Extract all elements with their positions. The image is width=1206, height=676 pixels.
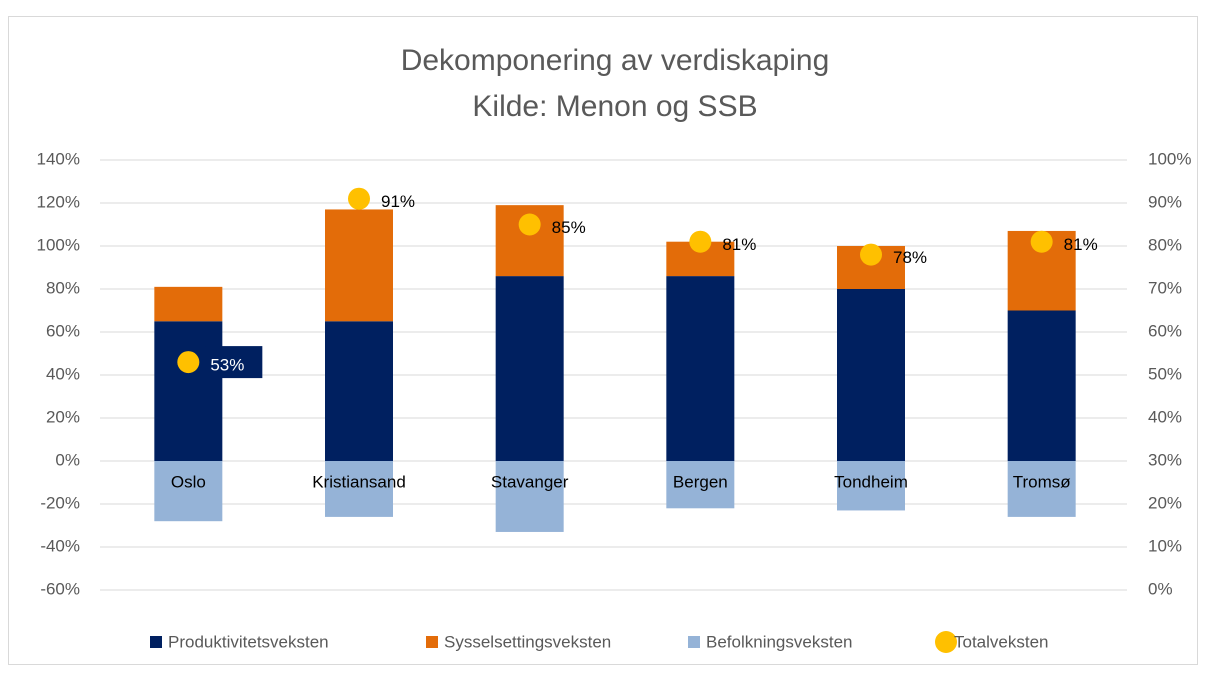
- bar-segment: [666, 276, 735, 461]
- y2-tick-label: 100%: [1148, 149, 1191, 168]
- data-label: 91%: [381, 192, 415, 211]
- legend-label: Befolkningsveksten: [706, 632, 852, 651]
- y2-tick-label: 20%: [1148, 493, 1182, 512]
- y2-tick-label: 30%: [1148, 450, 1182, 469]
- y-tick-label: -20%: [40, 493, 80, 512]
- grid: -60% -40% -20% 0% 20% 40% 60% 80% 100% 120% 140% 0%…: [37, 149, 1192, 598]
- data-label-box: [205, 346, 263, 379]
- x-tick-label: Oslo: [171, 472, 206, 491]
- legend-label: Sysselsettingsveksten: [444, 632, 611, 651]
- dot: [689, 230, 712, 253]
- legend-marker: [688, 636, 700, 648]
- y2-tick-label: 90%: [1148, 192, 1182, 211]
- y-tick-label: -60%: [40, 579, 80, 598]
- data-label: 78%: [893, 248, 927, 267]
- data-label: 81%: [1064, 235, 1098, 254]
- legend-marker: [150, 636, 162, 648]
- chart-subtitle: Kilde: Menon og SSB: [472, 90, 757, 123]
- bar-segment: [325, 321, 393, 461]
- labels: Oslo Kristiansand Stavanger Bergen Tondheim T…: [171, 187, 1098, 491]
- y2-tick-label: 60%: [1148, 321, 1182, 340]
- bar-segment: [325, 209, 393, 322]
- x-tick-label: Tondheim: [834, 472, 908, 491]
- y-tick-label: 60%: [46, 321, 80, 340]
- dot: [177, 351, 200, 374]
- bar-segment: [837, 461, 905, 511]
- bar-segment: [154, 286, 223, 322]
- bar-segment: [837, 289, 905, 461]
- y2-tick-label: 50%: [1148, 364, 1182, 383]
- bar-segment: [495, 461, 564, 532]
- y-tick-label: 140%: [37, 149, 80, 168]
- data-label: 85%: [552, 218, 586, 237]
- y-tick-label: 120%: [37, 192, 80, 211]
- y-tick-label: 100%: [37, 235, 80, 254]
- y2-tick-label: 0%: [1148, 579, 1173, 598]
- bar-segment: [154, 461, 223, 522]
- chart-title: Dekomponering av verdiskaping: [401, 44, 830, 77]
- dot: [860, 243, 882, 266]
- bar-segment: [1007, 461, 1076, 517]
- bar-segment: [154, 321, 223, 461]
- bar-segment: [325, 461, 393, 517]
- y2-tick-label: 70%: [1148, 278, 1182, 297]
- x-tick-label: Tromsø: [1013, 472, 1071, 491]
- y-tick-label: 40%: [46, 364, 80, 383]
- y2-tick-label: 10%: [1148, 536, 1182, 555]
- marks: [154, 205, 1076, 532]
- y-tick-label: 0%: [55, 450, 80, 469]
- x-tick-label: Bergen: [673, 472, 728, 491]
- x-tick-label: Stavanger: [491, 472, 569, 491]
- bar-segment: [1007, 310, 1076, 461]
- data-label: 53%: [210, 356, 244, 375]
- legend-label: Produktivitetsveksten: [168, 632, 329, 651]
- x-tick-label: Kristiansand: [312, 472, 406, 491]
- legend-marker: [935, 631, 957, 653]
- data-label: 81%: [722, 235, 756, 254]
- dot: [1030, 230, 1053, 253]
- dot: [348, 187, 370, 210]
- y-tick-label: -40%: [40, 536, 80, 555]
- y-tick-label: 80%: [46, 278, 80, 297]
- bar-segment: [666, 461, 735, 509]
- y2-tick-label: 40%: [1148, 407, 1182, 426]
- dot: [518, 213, 541, 236]
- y2-tick-label: 80%: [1148, 235, 1182, 254]
- legend-marker: [426, 636, 438, 648]
- legend-label: Totalveksten: [954, 632, 1049, 651]
- y-tick-label: 20%: [46, 407, 80, 426]
- bar-segment: [495, 276, 564, 461]
